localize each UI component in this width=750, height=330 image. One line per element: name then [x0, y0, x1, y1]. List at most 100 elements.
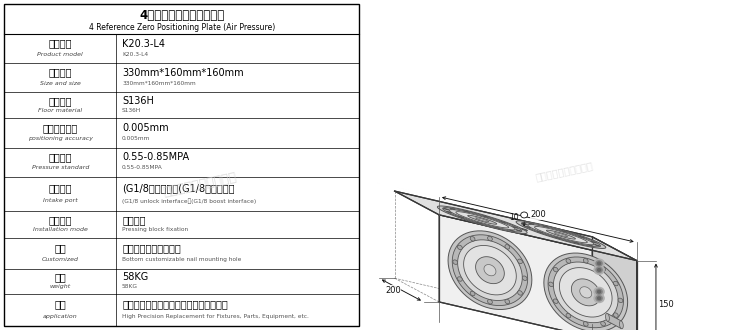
Polygon shape	[458, 245, 462, 250]
Polygon shape	[468, 215, 496, 224]
Polygon shape	[449, 210, 515, 230]
Text: weight: weight	[50, 284, 71, 289]
Polygon shape	[554, 299, 558, 303]
Polygon shape	[584, 322, 588, 326]
Polygon shape	[484, 265, 496, 276]
Polygon shape	[528, 224, 594, 245]
Polygon shape	[605, 314, 610, 321]
Text: 330mm*160mm*160mm: 330mm*160mm*160mm	[122, 81, 196, 86]
Polygon shape	[520, 228, 527, 230]
Polygon shape	[554, 233, 568, 237]
Text: 压块固定: 压块固定	[122, 215, 146, 225]
Polygon shape	[459, 216, 464, 218]
Polygon shape	[566, 259, 571, 263]
Polygon shape	[554, 262, 618, 323]
Polygon shape	[452, 235, 528, 306]
Polygon shape	[554, 267, 558, 272]
Text: 0.55-0.85MPA: 0.55-0.85MPA	[122, 152, 189, 162]
Text: Floor material: Floor material	[38, 108, 82, 113]
Polygon shape	[548, 257, 623, 328]
Text: 200: 200	[385, 285, 400, 295]
Polygon shape	[595, 245, 600, 246]
Text: 用于、夹具、零件、设备、的高精度换装: 用于、夹具、零件、设备、的高精度换装	[122, 299, 228, 309]
Text: 定制: 定制	[55, 243, 66, 253]
Text: 150: 150	[658, 300, 674, 309]
Polygon shape	[488, 236, 492, 241]
Text: 规格尺寸: 规格尺寸	[49, 68, 72, 78]
Polygon shape	[529, 223, 534, 224]
Text: Customized: Customized	[42, 257, 79, 262]
Polygon shape	[505, 299, 510, 304]
Circle shape	[594, 287, 604, 296]
Text: 10: 10	[510, 213, 519, 222]
Polygon shape	[470, 237, 475, 241]
Polygon shape	[572, 279, 600, 306]
Text: S136H: S136H	[122, 108, 141, 113]
Polygon shape	[544, 253, 628, 330]
Polygon shape	[574, 242, 579, 244]
Text: Pressing block fixation: Pressing block fixation	[122, 227, 188, 232]
Polygon shape	[464, 246, 516, 295]
Text: 重量: 重量	[55, 272, 66, 282]
Polygon shape	[476, 218, 489, 222]
Polygon shape	[566, 314, 571, 318]
Polygon shape	[442, 208, 522, 232]
Text: Pressure standard: Pressure standard	[32, 165, 89, 170]
Polygon shape	[614, 313, 618, 317]
Polygon shape	[584, 258, 588, 263]
Polygon shape	[458, 240, 522, 301]
Text: 应用: 应用	[55, 299, 66, 309]
Text: 进气接口: 进气接口	[49, 183, 72, 193]
Polygon shape	[448, 231, 532, 310]
Polygon shape	[521, 222, 601, 247]
Polygon shape	[592, 237, 637, 330]
Polygon shape	[588, 245, 593, 246]
Circle shape	[594, 266, 604, 274]
Text: (G1/8 unlock interface）(G1/8 boost interface): (G1/8 unlock interface）(G1/8 boost inter…	[122, 198, 256, 204]
Polygon shape	[512, 227, 517, 228]
Polygon shape	[394, 191, 637, 261]
Text: 0.005mm: 0.005mm	[122, 136, 151, 141]
Polygon shape	[601, 321, 605, 326]
Polygon shape	[509, 230, 515, 231]
Polygon shape	[500, 221, 506, 223]
Text: 0.55-0.85MPA: 0.55-0.85MPA	[122, 165, 163, 170]
Text: Size and size: Size and size	[40, 81, 81, 86]
Text: Intake port: Intake port	[43, 198, 78, 203]
Polygon shape	[453, 260, 458, 264]
Text: 底板材质: 底板材质	[49, 96, 72, 106]
Text: 安装方式: 安装方式	[49, 215, 72, 225]
Text: (G1/8解锁接口）(G1/8增压接口）: (G1/8解锁接口）(G1/8增压接口）	[122, 183, 235, 193]
Polygon shape	[525, 226, 531, 228]
Polygon shape	[464, 211, 470, 213]
Polygon shape	[450, 208, 455, 210]
Polygon shape	[443, 208, 448, 210]
Text: 产品型号: 产品型号	[49, 39, 72, 49]
Text: 鑫点精密科技有限公司: 鑫点精密科技有限公司	[162, 171, 238, 199]
Polygon shape	[608, 314, 621, 329]
Text: 鑫点精密科技有限公司: 鑫点精密科技有限公司	[535, 161, 594, 182]
Polygon shape	[562, 231, 567, 232]
Text: 4基准零点定位板（气压）: 4基准零点定位板（气压）	[140, 9, 224, 22]
Polygon shape	[614, 281, 618, 286]
Text: High Precision Replacement for Fixtures, Parts, Equipment, etc.: High Precision Replacement for Fixtures,…	[122, 314, 309, 319]
Text: application: application	[43, 314, 78, 319]
Polygon shape	[458, 277, 462, 281]
Text: 4 Reference Zero Positioning Plate (Air Pressure): 4 Reference Zero Positioning Plate (Air …	[88, 23, 275, 32]
Polygon shape	[591, 242, 596, 243]
Polygon shape	[543, 226, 548, 227]
Polygon shape	[601, 267, 605, 271]
Circle shape	[596, 261, 602, 266]
Circle shape	[596, 267, 602, 273]
Polygon shape	[547, 230, 575, 239]
Circle shape	[596, 289, 602, 294]
Polygon shape	[620, 321, 623, 329]
Text: 底部可定制拉钉安装孔: 底部可定制拉钉安装孔	[122, 243, 181, 253]
Polygon shape	[579, 236, 584, 238]
Text: Bottom customizable nail mounting hole: Bottom customizable nail mounting hole	[122, 257, 242, 262]
Text: 200: 200	[530, 210, 546, 219]
Polygon shape	[522, 223, 527, 225]
Polygon shape	[580, 287, 592, 298]
Circle shape	[594, 294, 604, 303]
Polygon shape	[549, 282, 554, 286]
